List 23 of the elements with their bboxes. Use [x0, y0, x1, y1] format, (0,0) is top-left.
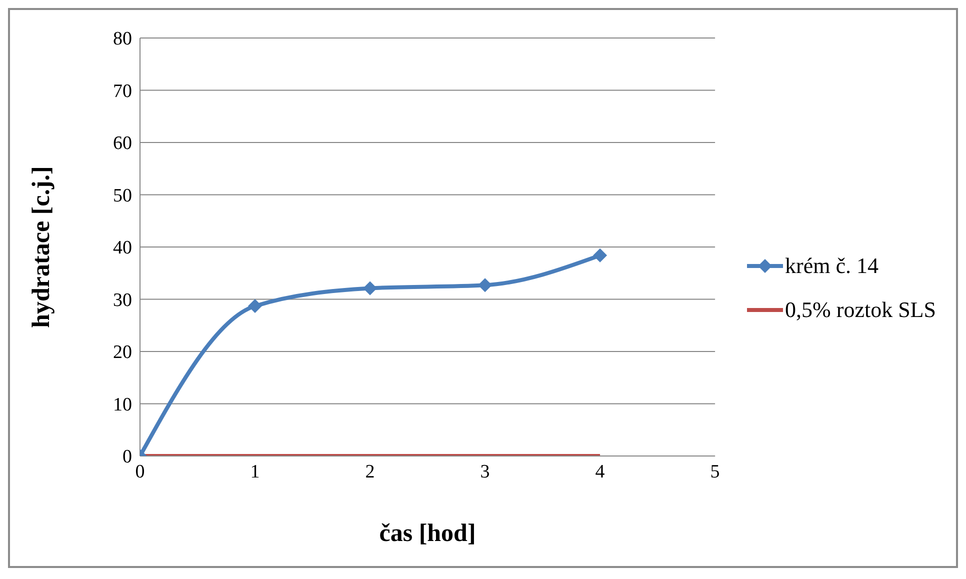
x-axis-title: čas [hod] — [379, 520, 476, 547]
x-tick-label: 3 — [480, 461, 490, 482]
x-tick-label: 4 — [595, 461, 606, 482]
y-tick-label: 40 — [113, 238, 132, 259]
point — [478, 278, 492, 292]
legend-label: krém č. 14 — [785, 253, 879, 279]
point — [363, 281, 378, 296]
x-tick-label: 2 — [365, 461, 375, 482]
y-tick-label: 60 — [113, 133, 132, 154]
y-tick-label: 50 — [113, 185, 132, 206]
legend-label: 0,5% roztok SLS — [785, 297, 936, 323]
x-tick-label: 5 — [710, 461, 720, 482]
y-tick-label: 0 — [122, 446, 132, 468]
y-tick-label: 10 — [113, 394, 132, 416]
point — [248, 299, 262, 314]
x-tick-label: 1 — [250, 461, 260, 482]
point — [593, 248, 608, 262]
x-tick-label: 0 — [135, 461, 145, 482]
y-tick-label: 70 — [113, 80, 132, 102]
y-tick-label: 30 — [113, 290, 132, 311]
y-axis-title: hydratace [c.j.] — [28, 166, 55, 328]
y-tick-label: 80 — [113, 28, 132, 50]
y-tick-label: 20 — [113, 342, 132, 364]
